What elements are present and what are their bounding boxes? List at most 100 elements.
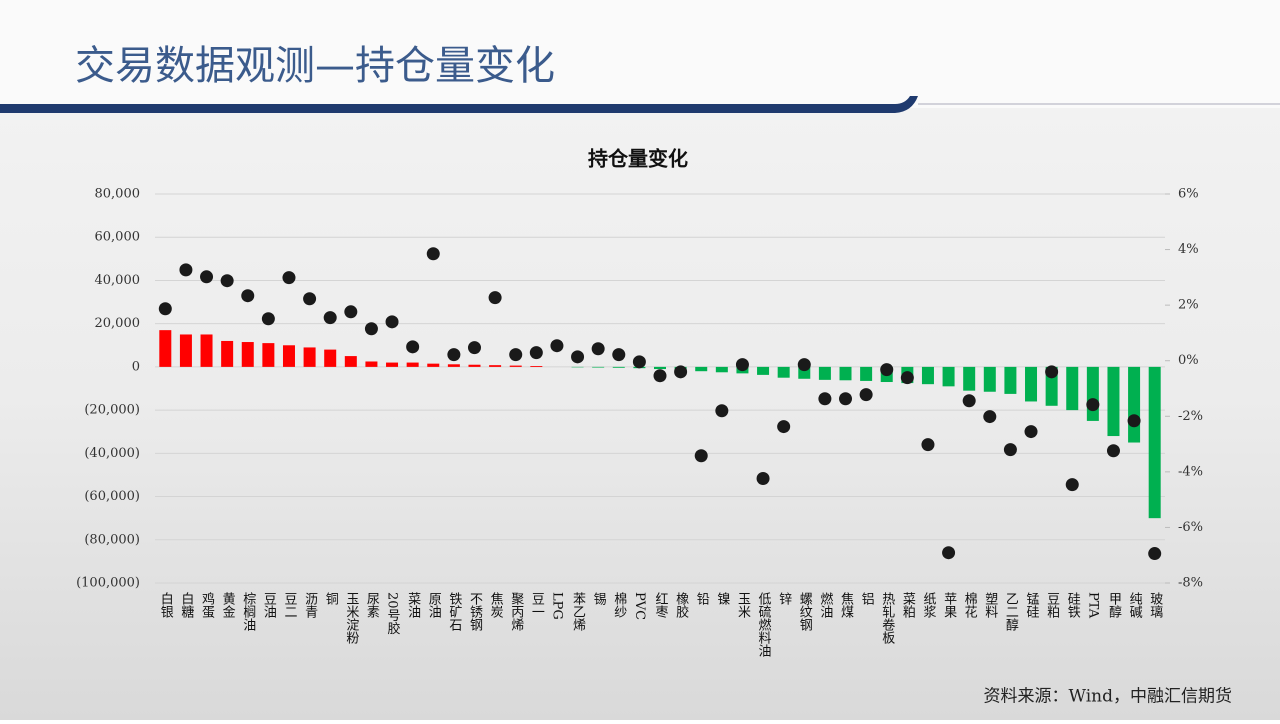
x-tick-label: 不锈钢 [467, 592, 483, 632]
y2-tick-label: -4% [1178, 464, 1203, 479]
bar [1107, 367, 1119, 436]
scatter-point [406, 340, 419, 353]
x-tick-label: 苹果 [941, 592, 957, 618]
scatter-point [839, 392, 852, 405]
x-tick-label: 鸡蛋 [199, 591, 215, 619]
scatter-point [1004, 443, 1017, 456]
source-note: 资料来源：Wind，中融汇信期货 [984, 687, 1232, 707]
slide-title: 交易数据观测—持仓量变化 [75, 43, 555, 89]
x-tick-label: 硅铁 [1065, 592, 1081, 618]
x-tick-label: 玉米淀粉 [343, 592, 359, 644]
scatter-point [1045, 365, 1058, 378]
bar [407, 363, 419, 367]
x-tick-label: 豆二 [281, 592, 297, 618]
x-tick-label: 尿素 [364, 592, 380, 618]
bar [345, 356, 357, 367]
x-tick-label: 铅 [694, 592, 710, 605]
scatter-point [530, 346, 543, 359]
bar [963, 367, 975, 391]
x-tick-label: 纸浆 [920, 592, 936, 618]
bar [365, 361, 377, 366]
x-tick-label: PVC [632, 592, 647, 620]
scatter-point [159, 302, 172, 315]
scatter-point [1086, 398, 1099, 411]
x-tick-label: 铝 [859, 592, 875, 605]
scatter-point [798, 358, 811, 371]
scatter-point [282, 271, 295, 284]
bar [448, 364, 460, 367]
scatter-point [777, 420, 790, 433]
scatter-point [221, 274, 234, 287]
x-tick-label: 红枣 [653, 591, 669, 618]
bar [943, 367, 955, 386]
scatter-point [344, 305, 357, 318]
bar [984, 367, 996, 392]
bar [304, 347, 316, 366]
x-tick-label: 铜 [323, 592, 339, 605]
scatter-point [880, 363, 893, 376]
y-tick-label: 0 [132, 359, 140, 374]
x-tick-label: 豆油 [261, 592, 277, 618]
bar [427, 364, 439, 367]
x-tick-label: 玻璃 [1147, 592, 1163, 618]
x-tick-label: 锌 [776, 592, 792, 605]
scatter-point [963, 394, 976, 407]
y-tick-label: 40,000 [95, 273, 141, 288]
bar [530, 366, 542, 367]
scatter-point [715, 404, 728, 417]
scatter-point [179, 263, 192, 276]
scatter-point [200, 270, 213, 283]
bar [1128, 367, 1140, 443]
scatter-point [983, 410, 996, 423]
scatter-point [1066, 478, 1079, 491]
scatter-point [860, 388, 873, 401]
scatter-point [468, 341, 481, 354]
x-tick-label: 锰硅 [1024, 592, 1040, 618]
bar [159, 330, 171, 367]
scatter-point [262, 312, 275, 325]
bar [386, 363, 398, 367]
bar [613, 367, 625, 368]
scatter-point [757, 472, 770, 485]
bar [1149, 367, 1161, 518]
scatter-point [1148, 547, 1161, 560]
x-tick-label: 豆粕 [1044, 592, 1060, 618]
x-tick-label: 棉花 [962, 592, 978, 619]
x-tick-label: 菜粕 [900, 592, 916, 618]
bar [695, 367, 707, 371]
scatter-point [612, 348, 625, 361]
x-tick-label: 棉纱 [611, 592, 627, 618]
bar [1066, 367, 1078, 410]
scatter-point [592, 342, 605, 355]
y2-tick-label: -2% [1178, 409, 1203, 424]
bar [840, 367, 852, 380]
y-tick-label: 60,000 [95, 230, 141, 245]
x-tick-label: 20号胶 [385, 592, 401, 636]
x-tick-label: 焦炭 [488, 592, 504, 619]
scatter-point [365, 322, 378, 335]
y2-tick-label: -6% [1178, 520, 1203, 535]
scatter-point [241, 289, 254, 302]
x-tick-label: 螺纹钢 [797, 592, 813, 632]
x-tick-label: 低硫燃料油 [756, 592, 772, 657]
bar [922, 367, 934, 384]
y-tick-label: (100,000) [76, 576, 140, 591]
y2-tick-label: 4% [1178, 242, 1199, 257]
x-tick-label: 玉米 [735, 592, 751, 618]
scatter-point [509, 348, 522, 361]
bar [201, 334, 213, 366]
bar [1087, 367, 1099, 421]
scatter-point [921, 438, 934, 451]
bar [180, 334, 192, 366]
bar [1025, 367, 1037, 402]
x-tick-label: 菜油 [405, 592, 421, 618]
scatter-point [901, 371, 914, 384]
bar [468, 365, 480, 367]
scatter-point [303, 292, 316, 305]
y-tick-label: (40,000) [84, 446, 140, 461]
scatter-point [447, 348, 460, 361]
x-tick-label: 橡胶 [673, 592, 689, 619]
x-tick-label: 锡 [591, 592, 607, 605]
bar [283, 345, 295, 367]
